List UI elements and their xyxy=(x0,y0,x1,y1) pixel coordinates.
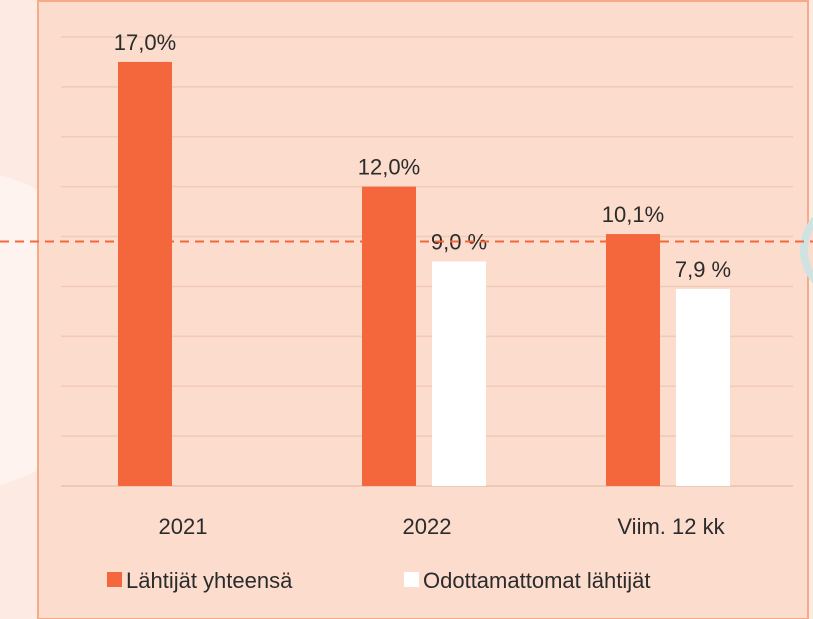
x-tick-label: 2021 xyxy=(159,514,208,539)
decor-circle xyxy=(808,229,813,271)
bar xyxy=(432,261,486,486)
legend-swatch xyxy=(404,572,419,587)
x-tick-label: Viim. 12 kk xyxy=(617,514,725,539)
data-label: 17,0% xyxy=(114,30,176,55)
legend-label: Odottamattomat lähtijät xyxy=(423,568,650,593)
decor-circle xyxy=(800,216,813,284)
data-label: 12,0% xyxy=(358,155,420,180)
data-label: 7,9 % xyxy=(675,257,731,282)
bar xyxy=(606,234,660,486)
data-label: 10,1% xyxy=(602,202,664,227)
legend-label: Lähtijät yhteensä xyxy=(126,568,293,593)
legend-swatch xyxy=(107,572,122,587)
bar xyxy=(676,288,730,486)
bar xyxy=(362,186,416,486)
x-tick-label: 2022 xyxy=(403,514,452,539)
bar xyxy=(118,61,172,486)
